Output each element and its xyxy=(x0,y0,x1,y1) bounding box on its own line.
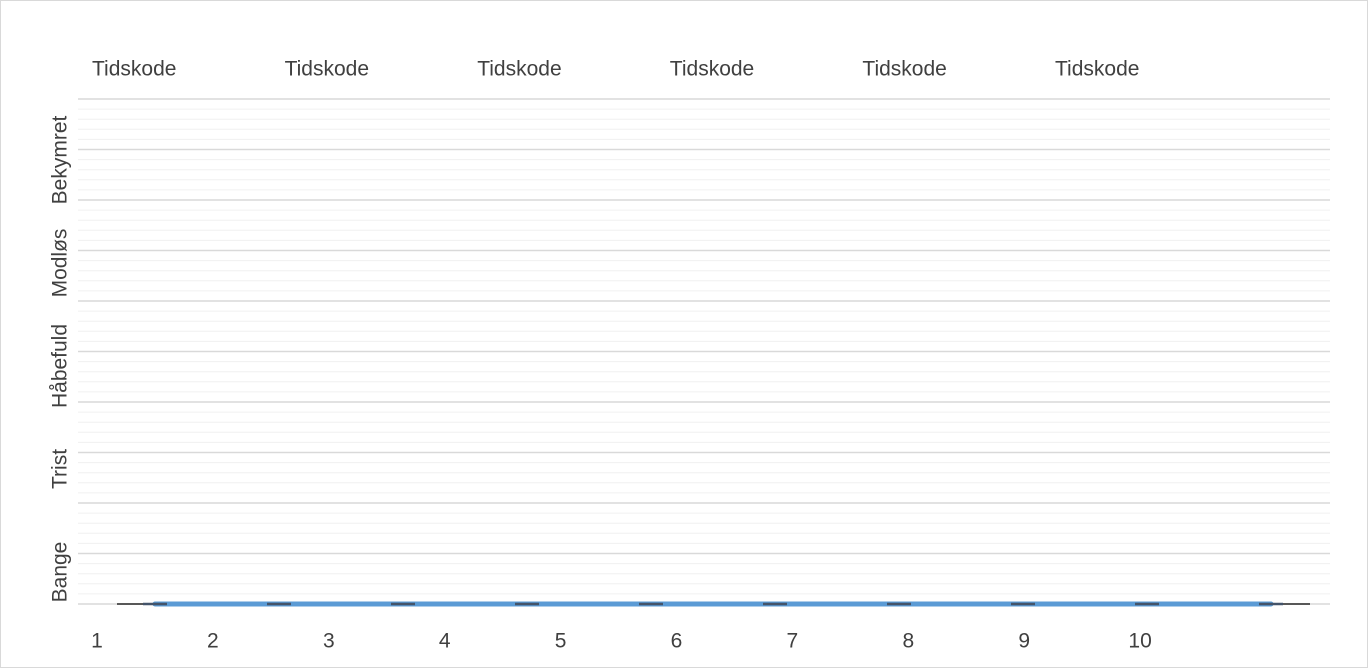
y-category-label: Trist xyxy=(49,449,72,489)
y-category-label: Bekymret xyxy=(49,115,72,204)
top-label: Tidskode xyxy=(477,58,561,81)
y-category-label: Modløs xyxy=(49,229,72,298)
x-tick-label: 10 xyxy=(1128,630,1151,653)
y-category-label: Bange xyxy=(49,542,72,603)
x-tick-label: 1 xyxy=(91,630,103,653)
top-label: Tidskode xyxy=(1055,58,1139,81)
top-label: Tidskode xyxy=(92,58,176,81)
x-tick-label: 9 xyxy=(1018,630,1030,653)
x-tick-label: 6 xyxy=(671,630,683,653)
x-tick-label: 3 xyxy=(323,630,335,653)
x-tick-label: 8 xyxy=(902,630,914,653)
x-tick-label: 2 xyxy=(207,630,219,653)
top-label: Tidskode xyxy=(285,58,369,81)
top-label: Tidskode xyxy=(670,58,754,81)
top-label: Tidskode xyxy=(862,58,946,81)
x-tick-label: 4 xyxy=(439,630,451,653)
x-tick-label: 5 xyxy=(555,630,567,653)
y-category-label: Håbefuld xyxy=(49,324,72,408)
x-tick-label: 7 xyxy=(787,630,799,653)
